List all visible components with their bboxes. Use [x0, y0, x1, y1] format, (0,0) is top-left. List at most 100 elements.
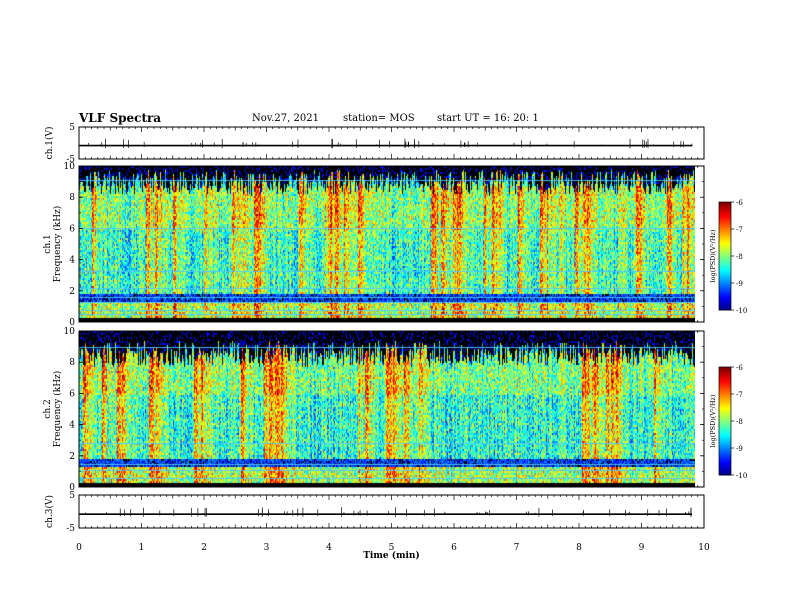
- colorbar-band: [719, 403, 731, 406]
- colorbar-band: [719, 469, 731, 472]
- colorbar-band: [719, 227, 731, 230]
- colorbar-band: [719, 374, 731, 377]
- colorbar-band: [719, 473, 731, 476]
- colorbar-tick-label: -9: [736, 445, 743, 453]
- start-time-label: start UT = 16: 20: 1: [437, 113, 539, 124]
- colorbar-band: [719, 406, 731, 409]
- colorbar-band: [719, 404, 731, 408]
- colorbar-band: [719, 446, 731, 449]
- date-label: Nov.27, 2021: [252, 113, 319, 124]
- colorbar-band: [719, 299, 731, 302]
- colorbar-tick-label: -7: [736, 226, 743, 234]
- colorbar-band: [719, 297, 731, 300]
- station-label: station= MOS: [343, 113, 415, 124]
- y-axis-label: ch.1(V): [44, 127, 55, 160]
- colorbar-band: [719, 304, 731, 307]
- colorbar-tick-label: -6: [736, 364, 743, 372]
- colorbar-band: [719, 247, 731, 250]
- colorbar-tick-label: -10: [736, 472, 747, 480]
- colorbar-band: [719, 212, 731, 216]
- colorbar-band: [719, 462, 731, 465]
- colorbar-band: [719, 383, 731, 386]
- colorbar-tick-label: -9: [736, 280, 743, 288]
- colorbar-band: [719, 410, 731, 413]
- colorbar-band: [719, 286, 731, 289]
- colorbar-band: [719, 221, 731, 225]
- colorbar-tick-label: -7: [736, 391, 743, 399]
- x-tick-label: 7: [514, 543, 520, 553]
- x-tick-label: 10: [698, 543, 710, 553]
- colorbar-band: [719, 266, 731, 270]
- colorbar-band: [719, 209, 731, 212]
- colorbar-band: [719, 263, 731, 266]
- colorbar-band: [719, 241, 731, 244]
- colorbar-band: [719, 417, 731, 420]
- colorbar-band: [719, 248, 731, 252]
- colorbar-band: [719, 238, 731, 241]
- x-tick-label: 3: [264, 543, 270, 553]
- y-tick-label: 6: [69, 224, 75, 234]
- y-tick-label: 2: [69, 287, 75, 297]
- colorbar-band: [719, 466, 731, 469]
- colorbar-band: [719, 467, 731, 471]
- colorbar-band: [719, 457, 731, 460]
- colorbar-band: [719, 394, 731, 397]
- colorbar-band: [719, 376, 731, 379]
- colorbar-band: [719, 265, 731, 268]
- colorbar-band: [719, 223, 731, 226]
- colorbar-band: [719, 471, 731, 474]
- colorbar-band: [719, 272, 731, 275]
- colorbar-band: [719, 424, 731, 427]
- y-axis-label-channel: ch.2: [43, 399, 53, 418]
- chart-title: VLF Spectra: [79, 111, 162, 125]
- colorbar-band: [719, 261, 731, 264]
- y-tick-label: 8: [69, 193, 75, 203]
- x-tick-label: 4: [326, 543, 332, 553]
- colorbar-band: [719, 295, 731, 298]
- y-tick-label: 10: [64, 327, 76, 337]
- colorbar-band: [719, 207, 731, 210]
- colorbar-band: [719, 214, 731, 217]
- colorbar-tick-label: -8: [736, 418, 743, 426]
- colorbar-band: [719, 308, 731, 311]
- colorbar-band: [719, 464, 731, 467]
- y-axis-label: ch.3(V): [44, 495, 55, 528]
- y-tick-label: 8: [69, 358, 75, 368]
- colorbar-band: [719, 449, 731, 453]
- colorbar-band: [719, 415, 731, 418]
- x-tick-label: 9: [639, 543, 645, 553]
- colorbar-band: [719, 451, 731, 454]
- colorbar-band: [719, 458, 731, 462]
- colorbar-band: [719, 413, 731, 417]
- colorbar-band: [719, 232, 731, 235]
- colorbar-label: log(PSD)(V²/Hz): [709, 229, 717, 282]
- colorbar-band: [719, 433, 731, 436]
- colorbar-band: [719, 216, 731, 219]
- colorbar-tick-label: -6: [736, 199, 743, 207]
- colorbar-band: [719, 460, 731, 463]
- colorbar-band: [719, 377, 731, 381]
- y-tick-label: 4: [69, 256, 75, 266]
- x-tick-label: 2: [201, 543, 207, 553]
- colorbar-band: [719, 444, 731, 447]
- colorbar-band: [719, 428, 731, 431]
- colorbar-band: [719, 203, 731, 207]
- colorbar-band: [719, 211, 731, 214]
- colorbar-band: [719, 243, 731, 246]
- y-axis-label-frequency: Frequency (kHz): [52, 206, 63, 283]
- colorbar-band: [719, 218, 731, 221]
- colorbar-label: log(PSD)(V²/Hz): [709, 394, 717, 447]
- colorbar-band: [719, 292, 731, 295]
- colorbar-tick-label: -8: [736, 253, 743, 261]
- colorbar-band: [719, 239, 731, 243]
- colorbar-band: [719, 293, 731, 297]
- colorbar-band: [719, 392, 731, 395]
- colorbar-band: [719, 379, 731, 382]
- colorbar-band: [719, 439, 731, 442]
- colorbar-band: [719, 302, 731, 306]
- colorbar-band: [719, 301, 731, 304]
- colorbar-band: [719, 397, 731, 400]
- colorbar-band: [719, 395, 731, 399]
- colorbar-band: [719, 288, 731, 291]
